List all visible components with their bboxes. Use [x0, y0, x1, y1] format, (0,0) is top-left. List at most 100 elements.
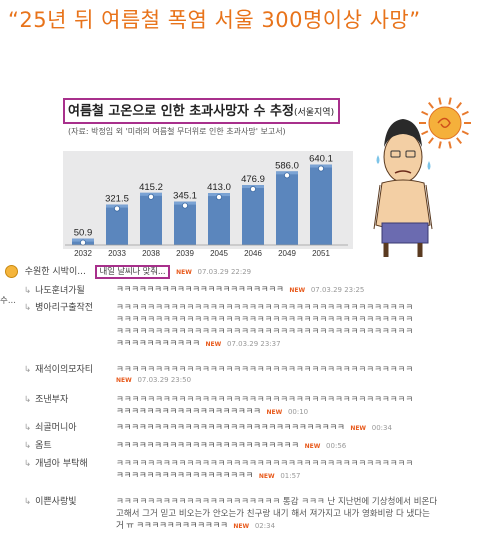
- reply-item: ↳ 병아리구출작전: [24, 300, 93, 313]
- reply-text: ㅋㅋㅋㅋㅋㅋㅋㅋㅋㅋㅋㅋㅋㅋㅋㅋㅋㅋㅋㅋㅋㅋㅋㅋㅋㅋㅋㅋㅋㅋ: [116, 423, 345, 433]
- chart-x-tick-label: 2039: [176, 249, 194, 258]
- reply-item: ↳ 조낸부자: [24, 392, 68, 405]
- reply-text: ㅋㅋㅋㅋㅋㅋㅋㅋㅋㅋㅋㅋㅋㅋㅋㅋㅋㅋ: [116, 471, 254, 481]
- chart-value-label: 415.2: [139, 182, 163, 193]
- reply-text-row: ㅋㅋㅋㅋㅋㅋㅋㅋㅋㅋㅋ NEW 07.03.29 23:37: [116, 337, 281, 349]
- reply-date: 07.03.29 23:25: [310, 286, 365, 294]
- reply-author[interactable]: 옴트: [35, 441, 52, 451]
- reply-text: ㅋㅋㅋㅋㅋㅋㅋㅋㅋㅋㅋㅋㅋㅋㅋㅋㅋㅋㅋㅋㅋㅋㅋㅋㅋㅋㅋㅋㅋㅋㅋㅋㅋㅋㅋㅋㅋㅋ: [116, 365, 414, 375]
- glasses-icon: [405, 150, 416, 158]
- new-badge: NEW: [205, 341, 222, 348]
- chart-bar: [174, 201, 196, 245]
- new-badge: NEW: [266, 409, 283, 416]
- reply-arrow-icon: ↳: [24, 303, 32, 313]
- infographic: 50.9 2032 321.5 2033 415.2 2038 345.1 2039 413.0…: [60, 95, 490, 260]
- reply-date: 07.03.29 23:50: [137, 376, 192, 384]
- reply-author[interactable]: 이쁜사랑빛: [35, 497, 77, 507]
- reply-text: ㅋㅋㅋㅋㅋㅋㅋㅋㅋㅋㅋㅋㅋㅋㅋㅋㅋㅋㅋㅋㅋㅋㅋㅋㅋㅋㅋㅋㅋㅋㅋㅋㅋㅋㅋㅋㅋㅋ: [116, 327, 414, 337]
- reply-date: 01:57: [280, 472, 301, 480]
- man-legs-illustration: [383, 243, 423, 257]
- reply-date: 00:10: [287, 408, 309, 416]
- new-badge: NEW: [233, 523, 250, 530]
- chart-value-label: 586.0: [275, 160, 299, 171]
- smiley-icon: [5, 265, 18, 278]
- chart-point: [215, 194, 222, 201]
- reply-arrow-icon: ↳: [24, 365, 32, 375]
- reply-text: ㅋㅋㅋㅋㅋㅋㅋㅋㅋㅋㅋㅋㅋㅋㅋㅋㅋㅋㅋㅋㅋㅋㅋㅋㅋㅋㅋㅋㅋㅋㅋㅋㅋㅋㅋㅋㅋㅋ: [116, 395, 414, 405]
- reply-item: ↳ 옴트: [24, 438, 52, 451]
- new-badge: NEW: [176, 269, 192, 276]
- reply-text: ㅋㅋㅋㅋㅋㅋㅋㅋㅋㅋㅋㅋㅋㅋㅋㅋㅋㅋㅋㅋㅋㅋㅋㅋㅋㅋㅋㅋㅋㅋㅋㅋㅋㅋㅋㅋㅋㅋ: [116, 459, 414, 469]
- chart-value-label: 321.5: [105, 194, 129, 205]
- sweat-drop-icon: [376, 155, 380, 164]
- man-face-illustration: [383, 131, 423, 183]
- chart-point: [79, 239, 86, 246]
- chart-x-tick-label: 2033: [108, 249, 126, 258]
- reply-text: ㅋㅋㅋㅋㅋㅋㅋㅋㅋㅋㅋㅋㅋㅋㅋㅋㅋㅋㅋㅋㅋㅋㅋㅋ: [116, 441, 299, 451]
- reply-author[interactable]: 개념아 부탁해: [35, 459, 88, 469]
- reply-author[interactable]: 조낸부자: [35, 395, 69, 405]
- man-hair-illustration: [384, 119, 422, 147]
- comment-author[interactable]: 수원한 시박이...: [24, 267, 86, 277]
- reply-arrow-icon: ↳: [24, 459, 32, 469]
- reply-text: ㅋㅋㅋㅋㅋㅋㅋㅋㅋㅋㅋ: [116, 339, 200, 349]
- sweat-drop-icon: [427, 161, 431, 170]
- chart-value-label: 640.1: [309, 154, 333, 165]
- comment-text: 내일 날씨나 맞춰...: [94, 265, 171, 279]
- chart-point: [249, 186, 256, 193]
- new-badge: NEW: [289, 287, 306, 294]
- reply-text: ㅋㅋㅋㅋㅋㅋㅋㅋㅋㅋㅋㅋㅋㅋㅋㅋㅋㅋㅋ: [116, 407, 261, 417]
- man-arms-illustration: [373, 184, 433, 230]
- chart-point: [114, 205, 121, 212]
- chart-x-tick-label: 2051: [312, 249, 330, 258]
- chart-x-tick-label: 2045: [210, 249, 228, 258]
- chart-point: [148, 193, 155, 200]
- chart-x-tick-label: 2049: [278, 249, 296, 258]
- reply-text-row: ㅋㅋㅋㅋㅋㅋㅋㅋㅋㅋㅋㅋㅋㅋㅋㅋㅋㅋㅋㅋㅋㅋㅋㅋ NEW 00:56: [116, 439, 346, 451]
- reply-text: ㅋㅋㅋㅋㅋㅋㅋㅋㅋㅋㅋㅋㅋㅋㅋㅋㅋㅋㅋㅋㅋㅋㅋㅋㅋㅋㅋㅋㅋㅋㅋㅋㅋㅋㅋㅋㅋㅋ: [116, 303, 414, 313]
- reply-author[interactable]: 재석이의모자티: [35, 365, 94, 375]
- chart-bar: [106, 204, 128, 245]
- reply-text-row: ㅋㅋㅋㅋㅋㅋㅋㅋㅋㅋㅋㅋㅋㅋㅋㅋㅋㅋㅋㅋㅋㅋ NEW 07.03.29 23:2…: [116, 283, 364, 295]
- reply-arrow-icon: ↳: [24, 423, 32, 433]
- reply-author[interactable]: 병아리구출작전: [35, 303, 94, 313]
- reply-item: ↳ 개념아 부탁해: [24, 456, 88, 469]
- reply-text: 거 ㅠ ㅋㅋㅋㅋㅋㅋㅋㅋㅋㅋㅋㅋ: [116, 521, 228, 531]
- new-badge: NEW: [350, 425, 367, 432]
- chart-value-label: 476.9: [241, 174, 265, 185]
- chart-title-text: 여름철 고온으로 인한 초과사망자 수 추정: [68, 104, 294, 119]
- reply-date: 07.03.29 23:37: [226, 340, 281, 348]
- chart-value-label: 345.1: [173, 191, 197, 202]
- reply-text: ㅋㅋㅋㅋㅋㅋㅋㅋㅋㅋㅋㅋㅋㅋㅋㅋㅋㅋㅋㅋㅋㅋㅋㅋㅋㅋㅋㅋㅋㅋㅋㅋㅋㅋㅋㅋㅋㅋ: [116, 315, 414, 325]
- reply-text-row: ㅋㅋㅋㅋㅋㅋㅋㅋㅋㅋㅋㅋㅋㅋㅋㅋㅋㅋㅋ NEW 00:10: [116, 405, 308, 417]
- new-badge: NEW: [258, 473, 275, 480]
- reply-text-row: ㅋㅋㅋㅋㅋㅋㅋㅋㅋㅋㅋㅋㅋㅋㅋㅋㅋㅋ NEW 01:57: [116, 469, 301, 481]
- reply-item: ↳ 쇠골머니아: [24, 420, 77, 433]
- new-badge: NEW: [304, 443, 321, 450]
- comment-item: 수원한 시박이... 내일 날씨나 맞춰... NEW 07.03.29 22:…: [5, 264, 252, 279]
- reply-author[interactable]: 쇠골머니아: [35, 423, 77, 433]
- chart-x-tick-label: 2038: [142, 249, 160, 258]
- reply-arrow-icon: ↳: [24, 441, 32, 451]
- swim-shorts-illustration: [381, 222, 429, 244]
- headline: “25년 뒤 여름철 폭염 서울 300명이상 사망”: [8, 8, 421, 32]
- chart-title-suffix: (서울지역): [293, 108, 335, 118]
- chart-value-label: 50.9: [74, 228, 93, 239]
- reply-date: 00:56: [326, 442, 347, 450]
- chart-x-tick-label: 2046: [244, 249, 262, 258]
- reply-author[interactable]: 나도훈녀가될: [35, 286, 85, 296]
- chart-bar: [140, 192, 162, 245]
- chart-title-frame: [63, 98, 340, 124]
- sun-icon: [419, 97, 471, 149]
- reply-item: ↳ 이쁜사랑빛: [24, 494, 77, 507]
- reply-text-row: ㅋㅋㅋㅋㅋㅋㅋㅋㅋㅋㅋㅋㅋㅋㅋㅋㅋㅋㅋㅋㅋㅋㅋㅋㅋㅋㅋㅋㅋㅋ NEW 00:34: [116, 421, 392, 433]
- chart-value-label: 413.0: [207, 182, 231, 193]
- reply-date: 02:34: [254, 522, 276, 530]
- comment-date: 07.03.29 22:29: [197, 268, 252, 276]
- reply-arrow-icon: ↳: [24, 286, 32, 296]
- reply-text: ㅋㅋㅋㅋㅋㅋㅋㅋㅋㅋㅋㅋㅋㅋㅋㅋㅋㅋㅋㅋㅋ 통감 ㅋㅋㅋ 난 지난번에 기상청에…: [116, 497, 438, 507]
- new-badge: NEW: [116, 377, 132, 384]
- man-body-illustration: [375, 179, 431, 230]
- reply-arrow-icon: ↳: [24, 395, 32, 405]
- chart-x-tick-label: 2032: [74, 249, 92, 258]
